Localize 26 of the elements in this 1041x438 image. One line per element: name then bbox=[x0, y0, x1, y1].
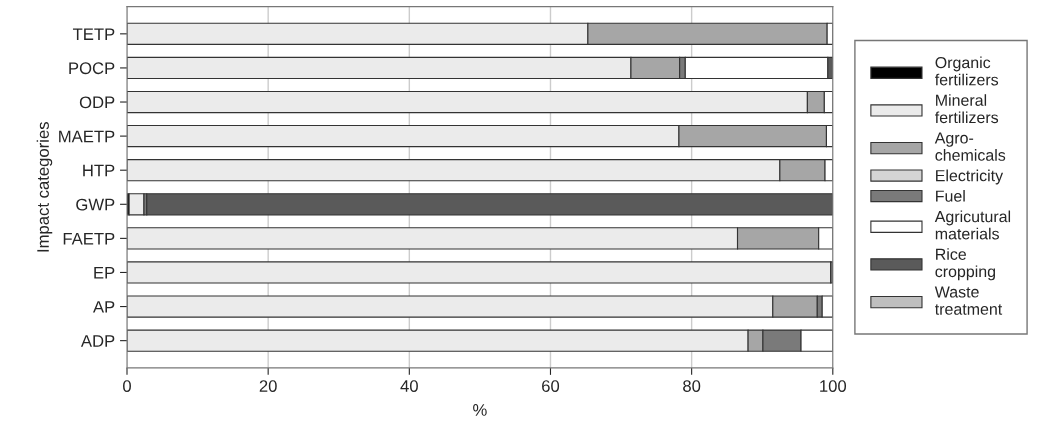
x-tick-label: 100 bbox=[820, 380, 847, 392]
legend-label: Waste treatment bbox=[934, 286, 1003, 315]
y-tick-label: TETP bbox=[72, 28, 115, 40]
y-tick-label: EP bbox=[94, 267, 115, 279]
x-tick-label: 40 bbox=[400, 380, 418, 392]
x-tick-label: 0 bbox=[123, 380, 131, 392]
y-tick-label: GWP bbox=[76, 198, 115, 211]
legend-label: Rice cropping bbox=[935, 248, 995, 281]
y-tick-label: FAETP bbox=[63, 232, 115, 245]
y-tick-label: MAETP bbox=[59, 130, 115, 143]
y-tick-label: HTP bbox=[83, 164, 115, 177]
y-tick-label: AP bbox=[93, 301, 115, 313]
y-tick-label: ODP bbox=[79, 96, 115, 109]
x-tick-label: 20 bbox=[259, 380, 277, 392]
x-axis-title: % bbox=[473, 404, 487, 416]
y-tick-label: POCP bbox=[69, 62, 115, 75]
legend-label: Agro- chemicals bbox=[934, 132, 1006, 161]
legend-label: Mineral fertilizers bbox=[934, 94, 999, 124]
legend-label: Organic fertilizers bbox=[934, 56, 999, 86]
legend-label: Agricutural materials bbox=[934, 210, 1011, 240]
y-axis-title: Impact categories bbox=[36, 122, 53, 252]
legend-label: Fuel bbox=[936, 190, 965, 202]
x-tick-label: 60 bbox=[542, 380, 560, 392]
legend-label: Electricity bbox=[936, 169, 1004, 185]
x-tick-label: 80 bbox=[683, 380, 701, 392]
y-tick-label: ADP bbox=[80, 335, 115, 347]
